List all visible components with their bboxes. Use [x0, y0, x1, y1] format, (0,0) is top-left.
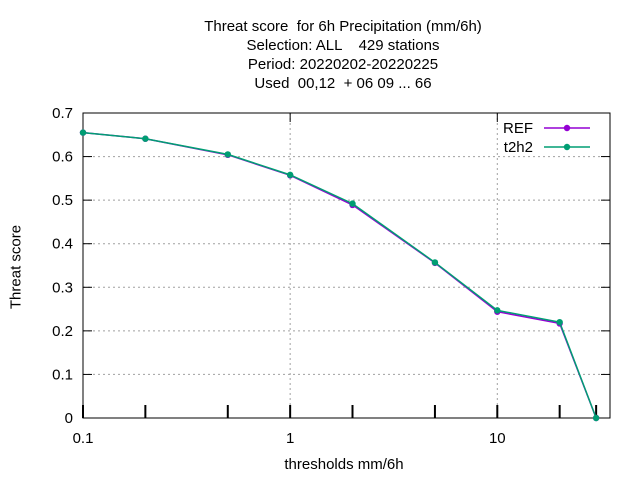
y-tick-label: 0.4	[52, 236, 73, 253]
chart-subtitle-selection: Selection: ALL 429 stations	[246, 37, 440, 54]
y-tick-label: 0.6	[52, 149, 73, 166]
y-tick-label: 0.7	[52, 105, 73, 122]
y-tick-label: 0.1	[52, 366, 73, 383]
legend-label-t2h2: t2h2	[503, 139, 533, 156]
legend-marker-t2h2	[563, 143, 571, 151]
data-point-t2h2	[349, 200, 356, 207]
x-axis-label: thresholds mm/6h	[284, 456, 404, 473]
legend-label-ref: REF	[503, 120, 533, 137]
chart-subtitle-used: Used 00,12 + 06 09 ... 66	[254, 75, 432, 92]
chart-title-line: Threat score for 6h Precipitation (mm/6h…	[204, 18, 482, 35]
data-point-t2h2	[224, 151, 231, 158]
data-point-t2h2	[556, 318, 563, 326]
data-point-t2h2	[79, 129, 87, 136]
data-point-t2h2	[431, 259, 439, 266]
y-tick-label: 0.3	[52, 279, 73, 296]
chart-subtitle-period: Period: 20220202-20220225	[247, 56, 439, 73]
x-tick-label: 10	[489, 430, 506, 447]
data-point-t2h2	[142, 135, 149, 142]
x-tick-label: 1	[286, 430, 294, 447]
y-tick-label: 0.5	[52, 192, 73, 209]
data-point-t2h2	[286, 171, 294, 179]
series-line-ref	[82, 131, 597, 419]
data-point-t2h2	[592, 414, 600, 422]
legend-marker-ref	[563, 124, 571, 132]
y-tick-label: 0	[65, 410, 73, 427]
x-tick-label: 0.1	[73, 430, 94, 447]
y-axis-label: Threat score	[7, 224, 25, 310]
y-tick-label: 0.2	[52, 323, 73, 340]
plot-frame	[82, 112, 611, 419]
data-point-t2h2	[494, 307, 501, 314]
series-line-t2h2	[82, 131, 597, 419]
